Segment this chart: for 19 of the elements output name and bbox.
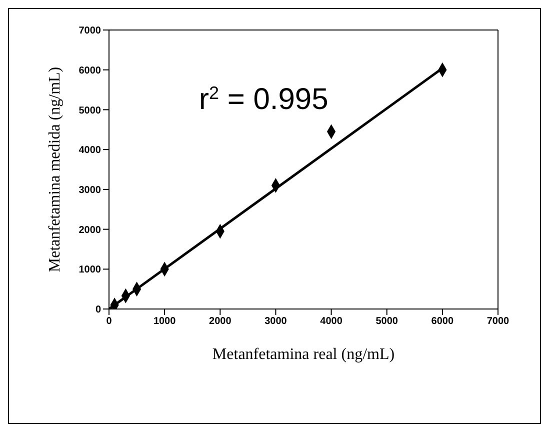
x-tick-label: 7000 — [486, 316, 510, 328]
x-tick-label: 1000 — [153, 316, 176, 328]
x-tick-label: 3000 — [264, 316, 288, 328]
y-tick-label: 3000 — [78, 184, 102, 196]
x-tick-label: 6000 — [431, 316, 454, 328]
annotation: r$^{2}$ = 0.995 — [199, 83, 328, 116]
y-tick-label: 4000 — [78, 145, 102, 156]
x-axis-title: Metanfetamina real (ng/mL) — [212, 346, 395, 363]
y-axis-title: Metanfetamina medida (ng/mL) — [46, 66, 64, 272]
y-tick-label: 1000 — [78, 264, 102, 276]
x-tick-label: 4000 — [320, 316, 343, 328]
y-tick-label: 7000 — [78, 26, 102, 37]
x-tick-label: 0 — [106, 316, 112, 328]
y-tick-label: 0 — [95, 304, 102, 316]
y-tick-label: 2000 — [78, 224, 102, 236]
x-tick-label: 2000 — [209, 316, 232, 328]
y-tick-label: 6000 — [78, 65, 102, 76]
x-tick-label: 5000 — [376, 316, 398, 328]
y-tick-label: 5000 — [78, 105, 102, 116]
